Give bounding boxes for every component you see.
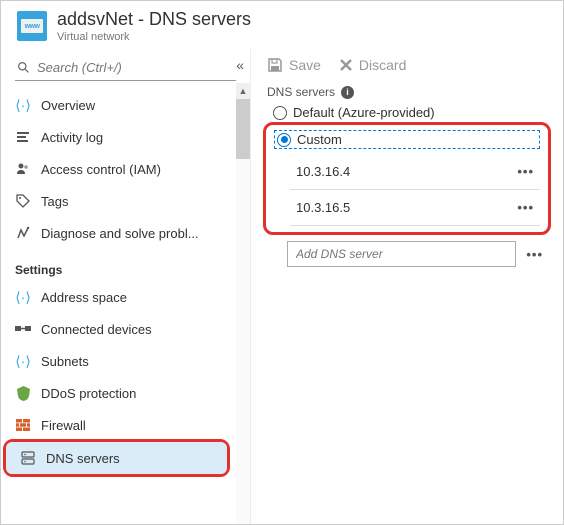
search-input[interactable] [37, 60, 236, 75]
iam-icon [15, 161, 31, 177]
sidebar-item-activity-log[interactable]: Activity log [1, 121, 250, 153]
scroll-up-icon[interactable]: ▲ [236, 83, 250, 99]
highlight-dns-nav: DNS servers [3, 439, 230, 477]
sidebar-item-connected-devices[interactable]: Connected devices [1, 313, 250, 345]
sidebar-item-label: DDoS protection [41, 386, 136, 401]
toolbar: Save Discard [251, 55, 563, 85]
address-space-icon: ⟨·⟩ [15, 289, 31, 305]
dns-server-row: 10.3.16.5 ••• [290, 190, 540, 226]
sidebar-item-ddos[interactable]: DDoS protection [1, 377, 250, 409]
save-icon [267, 57, 283, 73]
sidebar-item-subnets[interactable]: ⟨·⟩ Subnets [1, 345, 250, 377]
sidebar-item-label: Subnets [41, 354, 89, 369]
radio-custom-label: Custom [297, 132, 342, 147]
subnets-icon: ⟨·⟩ [15, 353, 31, 369]
radio-default-label: Default (Azure-provided) [293, 105, 435, 120]
row-menu-icon[interactable]: ••• [526, 247, 543, 262]
sidebar-item-diagnose[interactable]: Diagnose and solve probl... [1, 217, 250, 249]
radio-custom[interactable]: Custom [266, 127, 548, 154]
discard-button[interactable]: Discard [339, 57, 406, 73]
dns-server-row: 10.3.16.4 ••• [290, 154, 540, 190]
dns-server-value: 10.3.16.4 [296, 164, 350, 179]
save-label: Save [289, 57, 321, 73]
dns-section-label: DNS servers [267, 85, 335, 99]
page-header: www addsvNet - DNS servers Virtual netwo… [1, 1, 563, 49]
sidebar-item-label: Address space [41, 290, 127, 305]
radio-icon [273, 106, 287, 120]
row-menu-icon[interactable]: ••• [513, 164, 538, 179]
firewall-icon [15, 417, 31, 433]
search-icon [15, 60, 31, 76]
highlight-dns-config: Custom 10.3.16.4 ••• 10.3.16.5 ••• [263, 122, 551, 235]
sidebar-item-label: Connected devices [41, 322, 152, 337]
tags-icon [15, 193, 31, 209]
sidebar-item-access-control[interactable]: Access control (IAM) [1, 153, 250, 185]
add-dns-row: ••• [287, 241, 543, 267]
row-menu-icon[interactable]: ••• [513, 200, 538, 215]
scrollbar-track[interactable] [236, 99, 250, 524]
sidebar-item-overview[interactable]: ⟨·⟩ Overview [1, 89, 250, 121]
radio-icon [277, 133, 291, 147]
connected-devices-icon [15, 321, 31, 337]
save-button[interactable]: Save [267, 57, 321, 73]
collapse-sidebar-icon[interactable]: « [232, 55, 248, 75]
info-icon[interactable]: i [341, 86, 354, 99]
activity-log-icon [15, 129, 31, 145]
settings-heading: Settings [1, 249, 250, 281]
page-title: addsvNet - DNS servers [57, 9, 251, 30]
dns-icon [20, 450, 36, 466]
dns-server-value: 10.3.16.5 [296, 200, 350, 215]
sidebar-item-tags[interactable]: Tags [1, 185, 250, 217]
sidebar-item-firewall[interactable]: Firewall [1, 409, 250, 441]
add-dns-input[interactable] [287, 241, 516, 267]
dns-section-label-row: DNS servers i [251, 85, 563, 103]
sidebar-item-label: Diagnose and solve probl... [41, 226, 199, 241]
diagnose-icon [15, 225, 31, 241]
discard-icon [339, 58, 353, 72]
sidebar-item-label: Activity log [41, 130, 103, 145]
page-subtitle: Virtual network [57, 31, 251, 43]
scrollbar-thumb[interactable] [236, 99, 250, 159]
sidebar: « ▲ ⟨·⟩ Overview Activity log [1, 49, 251, 524]
sidebar-item-label: Firewall [41, 418, 86, 433]
sidebar-item-label: Tags [41, 194, 68, 209]
sidebar-item-label: DNS servers [46, 451, 120, 466]
main-panel: Save Discard DNS servers i Default (Azur… [251, 49, 563, 524]
discard-label: Discard [359, 57, 406, 73]
vnet-icon: www [17, 11, 47, 41]
ddos-shield-icon [15, 385, 31, 401]
sidebar-item-address-space[interactable]: ⟨·⟩ Address space [1, 281, 250, 313]
sidebar-item-label: Access control (IAM) [41, 162, 161, 177]
overview-icon: ⟨·⟩ [15, 97, 31, 113]
search-box[interactable] [15, 55, 236, 81]
sidebar-item-dns-servers[interactable]: DNS servers [6, 442, 227, 474]
sidebar-item-label: Overview [41, 98, 95, 113]
radio-default[interactable]: Default (Azure-provided) [251, 103, 563, 122]
